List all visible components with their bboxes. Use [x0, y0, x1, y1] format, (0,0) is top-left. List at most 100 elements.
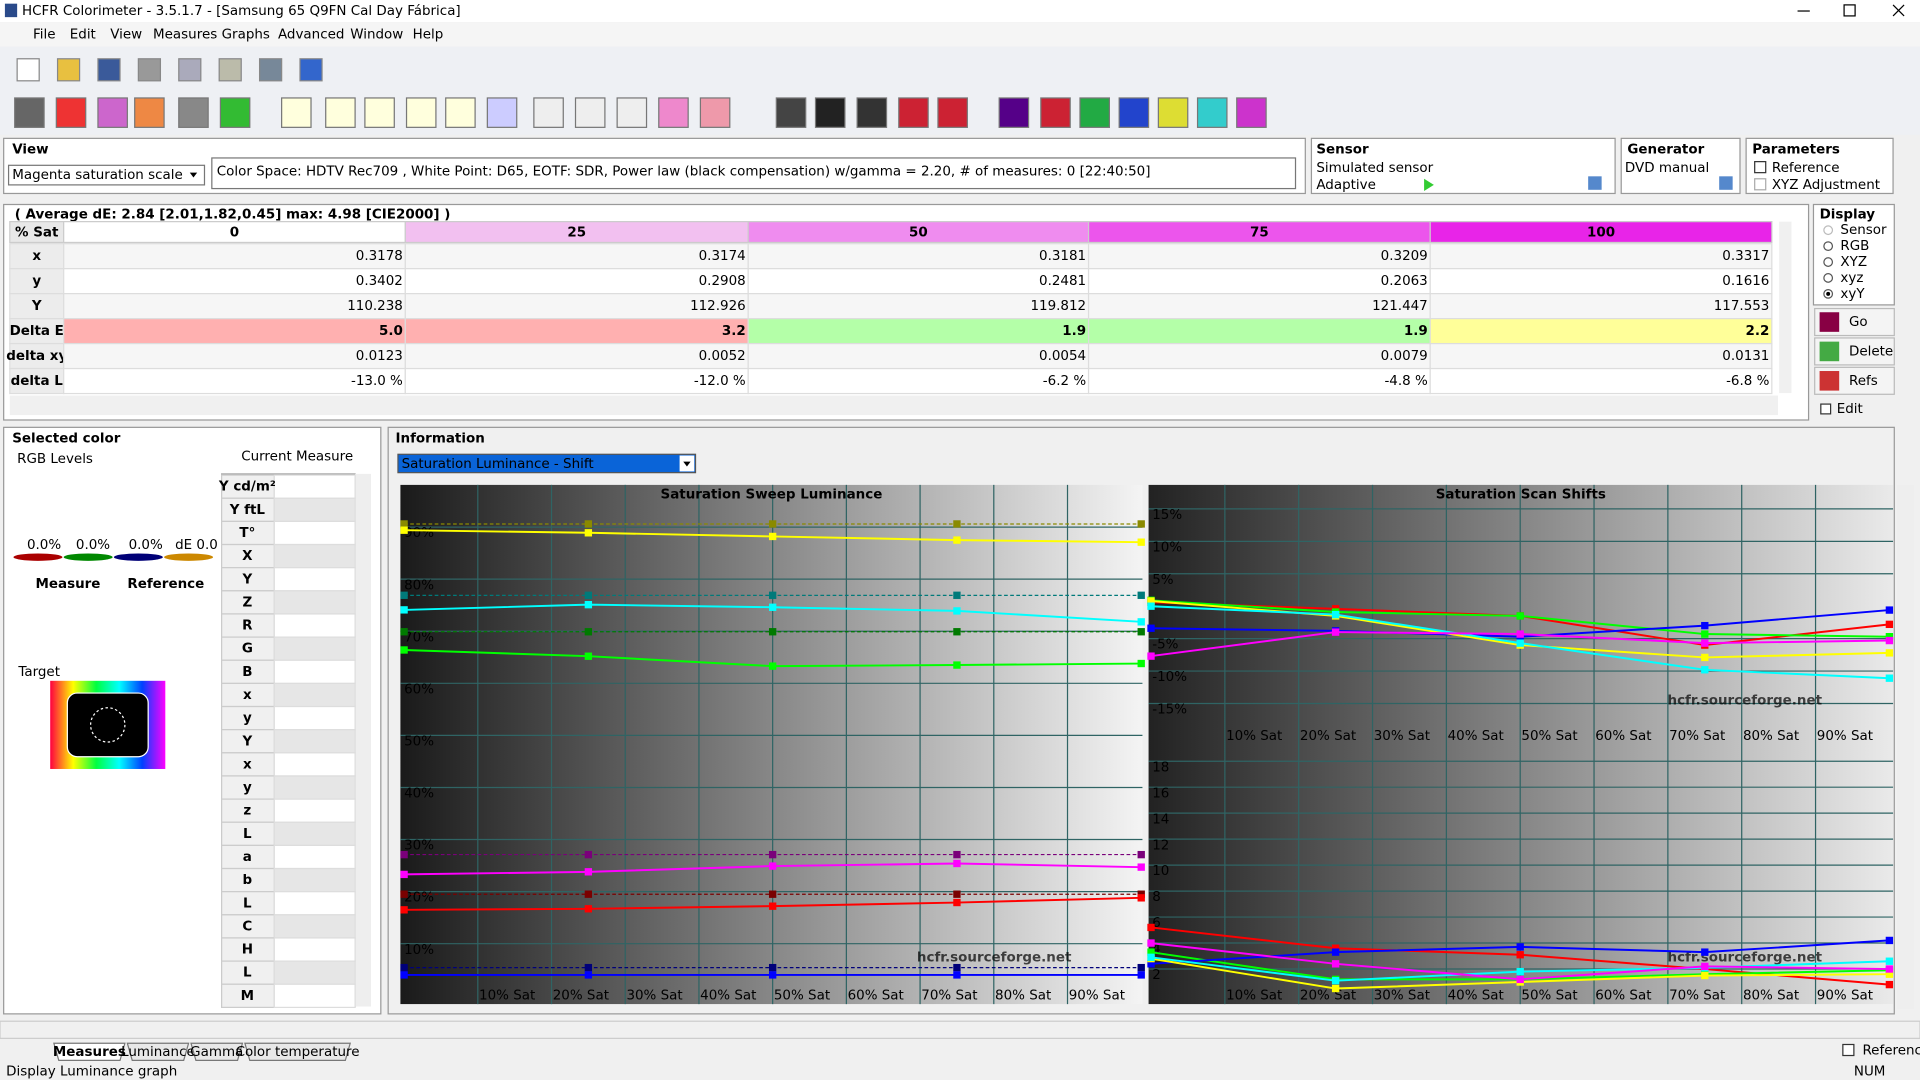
tab-label[interactable]: Measures — [53, 1045, 126, 1060]
point-marker — [584, 963, 593, 972]
measure-scrollbar[interactable] — [355, 473, 372, 1007]
measure-row-label: y — [243, 711, 252, 726]
point-marker — [400, 971, 408, 979]
menu-item[interactable]: Measures — [153, 27, 217, 42]
toolbar-button[interactable] — [998, 97, 1030, 128]
tab[interactable] — [53, 1042, 126, 1062]
toolbar-button[interactable] — [574, 97, 606, 128]
toolbar-button[interactable] — [218, 58, 242, 82]
toolbar-button[interactable] — [16, 58, 40, 82]
parameter-option[interactable]: Reference — [1772, 161, 1840, 176]
toolbar-button[interactable] — [258, 58, 283, 82]
info-dropdown-text: Saturation Luminance - Shift — [402, 457, 594, 472]
toolbar-button[interactable] — [97, 58, 121, 82]
tab[interactable] — [126, 1042, 190, 1062]
toolbar-button[interactable] — [219, 97, 251, 128]
point-marker — [584, 591, 593, 599]
sensor-config-icon[interactable] — [1588, 176, 1602, 190]
generator-config-icon[interactable] — [1719, 176, 1733, 190]
chart-title: Saturation Scan Shifts — [1436, 488, 1606, 503]
status-text: Display Luminance graph — [6, 1064, 177, 1079]
toolbar-button[interactable] — [1118, 97, 1150, 128]
toolbar-button[interactable] — [1079, 97, 1110, 128]
radio-button[interactable] — [1823, 257, 1834, 267]
toolbar-button[interactable] — [533, 97, 564, 128]
tab-label[interactable]: Luminance — [121, 1045, 195, 1060]
x-tick-label: 70% Sat — [921, 989, 977, 1004]
x-tick-label: 10% Sat — [1226, 729, 1282, 744]
toolbar-button[interactable] — [937, 97, 968, 128]
panel-label: Selected color — [12, 431, 120, 446]
status-reference-checkbox[interactable] — [1842, 1043, 1855, 1057]
toolbar-button[interactable] — [137, 58, 162, 82]
point-marker — [1137, 850, 1145, 859]
table-scrollbar[interactable] — [1779, 221, 1792, 394]
menu-item[interactable]: Window — [350, 27, 403, 42]
table-header: 25 — [567, 226, 586, 241]
toolbar-button[interactable] — [856, 97, 888, 128]
toolbar-button[interactable] — [325, 97, 356, 128]
table-value: 0.0131 — [1722, 349, 1769, 364]
toolbar-button[interactable] — [56, 58, 81, 82]
tab-label[interactable]: Color temperature — [236, 1045, 360, 1060]
menu-item[interactable]: Graphs — [222, 27, 270, 42]
tab[interactable] — [190, 1042, 244, 1062]
toolbar-button[interactable] — [699, 97, 731, 128]
radio-button[interactable] — [1823, 273, 1834, 283]
h-scrollbar[interactable] — [0, 1020, 1920, 1039]
toolbar-button[interactable] — [1236, 97, 1267, 128]
toolbar-button[interactable] — [55, 97, 87, 128]
toolbar-button[interactable] — [898, 97, 929, 128]
toolbar-button[interactable] — [775, 97, 807, 128]
menu-item[interactable]: Help — [413, 27, 444, 42]
toolbar-button[interactable] — [616, 97, 648, 128]
toolbar-button[interactable] — [1040, 97, 1071, 128]
menu-item[interactable]: View — [110, 27, 142, 42]
radio-button[interactable] — [1823, 225, 1834, 236]
menu-item[interactable]: File — [33, 27, 56, 42]
toolbar-button[interactable] — [1157, 97, 1189, 128]
level-value: 0.0% — [27, 538, 61, 553]
point-marker — [768, 532, 777, 541]
toolbar-button[interactable] — [1196, 97, 1228, 128]
radio-button[interactable] — [1823, 241, 1834, 252]
display-option[interactable]: Sensor — [1840, 223, 1887, 238]
display-option[interactable]: xyz — [1840, 271, 1863, 286]
point-marker — [1516, 975, 1524, 984]
reference-label: Reference — [127, 577, 204, 592]
display-option[interactable]: XYZ — [1840, 255, 1867, 270]
dropdown-arrow — [683, 461, 691, 467]
toolbar-button[interactable] — [178, 97, 209, 128]
measure-row-value-cell — [273, 983, 356, 1008]
tab[interactable] — [244, 1042, 352, 1062]
toolbar-button[interactable] — [445, 97, 476, 128]
view-dropdown[interactable] — [7, 164, 206, 186]
measure-row-label: B — [242, 665, 252, 680]
toolbar-button[interactable] — [14, 97, 45, 128]
sensor-play-icon[interactable] — [1424, 178, 1434, 192]
toolbar-button[interactable] — [486, 97, 518, 128]
edit-label[interactable]: Edit — [1837, 402, 1863, 417]
toolbar-button[interactable] — [299, 58, 323, 82]
reference-checkbox[interactable] — [1754, 161, 1767, 174]
menu-item[interactable]: Edit — [70, 27, 96, 42]
toolbar-button[interactable] — [134, 97, 165, 128]
toolbar-button[interactable] — [814, 97, 846, 128]
toolbar-button[interactable] — [658, 97, 689, 128]
restore-button[interactable] — [1843, 4, 1856, 17]
display-option[interactable]: xyY — [1840, 287, 1865, 302]
toolbar-button[interactable] — [405, 97, 437, 128]
tab-label[interactable]: Gamma — [190, 1045, 243, 1060]
info-dropdown[interactable] — [397, 453, 697, 474]
point-marker — [953, 859, 961, 868]
toolbar-button[interactable] — [281, 97, 312, 128]
v-scrollbar[interactable] — [1896, 484, 1914, 1009]
display-option[interactable]: RGB — [1840, 239, 1869, 254]
edit-checkbox[interactable] — [1820, 403, 1832, 415]
toolbar-button[interactable] — [364, 97, 395, 128]
toolbar-button[interactable] — [97, 97, 128, 128]
menu-item[interactable]: Advanced — [278, 27, 344, 42]
toolbar-button[interactable] — [178, 58, 202, 82]
table-h-scrollbar[interactable] — [9, 395, 1778, 416]
luminance-chart-bg — [400, 484, 1143, 1005]
